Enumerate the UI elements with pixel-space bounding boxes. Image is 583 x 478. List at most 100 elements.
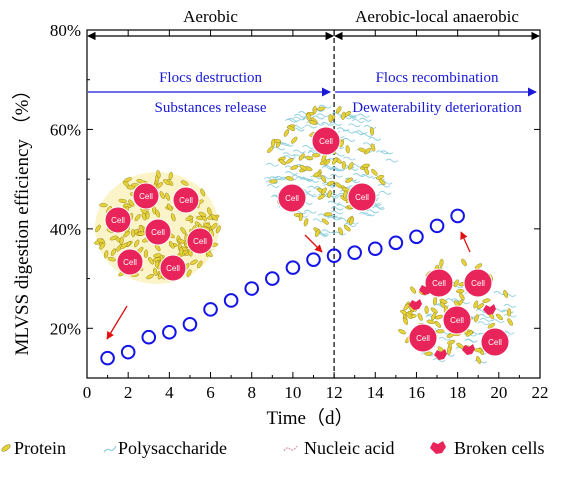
protein-particle [159, 191, 165, 199]
x-tick-label: 2 [124, 383, 133, 402]
cell-label: Cell [193, 237, 207, 246]
data-point [162, 324, 177, 340]
cell-label: Cell [319, 137, 333, 146]
polysaccharide-strand [330, 210, 344, 215]
cell-label: Cell [166, 264, 180, 273]
polysaccharide-strand [366, 209, 380, 214]
cell [424, 268, 454, 298]
polysaccharide-strand [432, 358, 446, 363]
protein-particle [456, 289, 465, 294]
legend-item-polysaccharide: Polysaccharide [103, 438, 227, 458]
protein-particle [312, 105, 317, 115]
cell [144, 218, 172, 246]
protein-particle [128, 199, 135, 207]
polysaccharide-strand [360, 174, 374, 178]
broken-cell-legend-icon [430, 441, 446, 454]
data-point [223, 293, 239, 308]
protein-particle [476, 356, 482, 364]
cell [186, 227, 214, 255]
polysaccharide-strand [295, 176, 309, 181]
polysaccharide-strand [348, 123, 361, 128]
polysaccharide-strand [352, 173, 366, 177]
legend-item-broken-cell: Broken cells [430, 438, 544, 458]
polysaccharide-strand [342, 129, 356, 134]
protein-particle [155, 209, 161, 218]
protein-particle [197, 260, 203, 269]
protein-particle [473, 300, 479, 309]
protein-particle [435, 329, 445, 334]
protein-particle [398, 329, 406, 335]
protein-particle [375, 175, 385, 180]
protein-particle [110, 248, 117, 257]
protein-particle [166, 203, 173, 212]
cell-label: Cell [139, 192, 153, 201]
polysaccharide-strand [464, 338, 478, 343]
cell [104, 206, 132, 234]
polysaccharide-strand [372, 206, 385, 210]
protein-particle [323, 212, 333, 217]
polysaccharide-strand [306, 178, 319, 183]
protein-particle [97, 238, 106, 244]
x-tick-label: 20 [490, 383, 507, 402]
polysaccharide-strand [357, 113, 370, 118]
polysaccharide-strand [491, 319, 505, 323]
y-tick-label: 60% [50, 120, 81, 139]
protein-particle [185, 215, 194, 221]
data-point [285, 260, 301, 275]
protein-particle [474, 314, 479, 323]
protein-particle [141, 212, 147, 221]
legend-label: Broken cells [454, 438, 544, 458]
protein-particle [364, 147, 371, 155]
polysaccharide-strand [318, 104, 332, 109]
protein-particle [447, 339, 456, 345]
data-point [244, 281, 260, 296]
protein-particle [136, 179, 145, 184]
cell [277, 183, 307, 213]
x-tick-label: 6 [206, 383, 215, 402]
y-axis-title: MLVSS digestion efficiency （%） [11, 81, 33, 356]
cell-label: Cell [111, 216, 125, 225]
protein-particle [507, 318, 513, 326]
polysaccharide-strand [378, 190, 392, 195]
data-point [326, 248, 342, 264]
cell [132, 182, 160, 210]
data-point [306, 252, 321, 267]
protein-particle [328, 114, 333, 123]
protein-particle [315, 229, 321, 237]
legend-label: Nucleic acid [304, 438, 394, 458]
protein-particle [496, 313, 503, 321]
x-tick-label: 14 [367, 383, 385, 402]
cell-label: Cell [151, 228, 165, 237]
protein-particle [291, 136, 298, 144]
protein-particle [405, 312, 413, 320]
data-point [141, 329, 157, 345]
polysaccharide-strand [272, 146, 286, 151]
protein-particle [103, 250, 109, 259]
polysaccharide-strand [287, 117, 301, 122]
cell-label: Cell [432, 279, 446, 288]
protein-particle [163, 179, 171, 186]
y-tick-label: 40% [50, 220, 81, 239]
phase-annotations: Aerobic Aerobic-local anaerobic Flocs dest… [87, 7, 540, 378]
x-tick-label: 4 [165, 383, 174, 402]
protein-particle [304, 155, 314, 161]
protein-particle [200, 188, 206, 197]
protein-particle [371, 168, 378, 176]
polysaccharide-strand [285, 171, 298, 175]
polysaccharide-strand [317, 213, 331, 218]
cell [311, 126, 341, 156]
polysaccharide-strand [321, 229, 334, 234]
data-point [182, 317, 198, 332]
polysaccharide-strand [321, 165, 335, 170]
polysaccharide-strand [323, 183, 336, 188]
polysaccharide-strand [359, 117, 372, 122]
protein-particle [131, 228, 136, 238]
protein-particle [283, 129, 290, 137]
protein-particle [123, 177, 132, 183]
x-axis-title: Time（d） [267, 407, 354, 429]
protein-particle [298, 153, 305, 161]
protein-particle [126, 185, 135, 190]
polysaccharide-strand [332, 167, 346, 172]
axis-ticks: 0 2 4 6 8 10 12 14 16 18 20 22 20% 40% 60% 80% [50, 21, 549, 402]
polysaccharide-strand [329, 214, 343, 219]
